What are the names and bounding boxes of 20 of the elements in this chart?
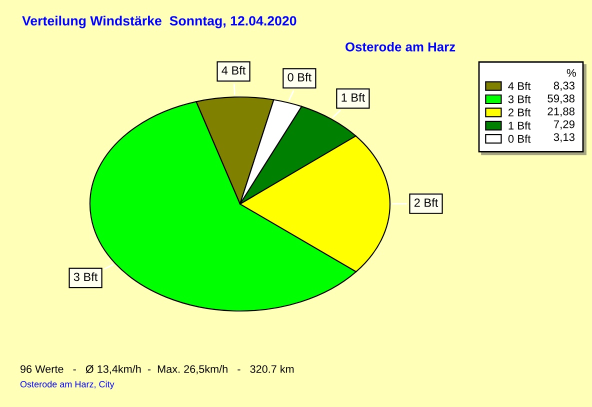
data-label: 8,33 xyxy=(554,82,575,91)
legend-title: % xyxy=(566,69,576,77)
legend-label: 2 Bft xyxy=(508,108,531,116)
legend-label: 1 Bft xyxy=(508,121,531,130)
chart-title: Verteilung Windstärke Sonntag, 12.04.2020 xyxy=(22,16,296,28)
slice-label: 4 Bft xyxy=(222,66,246,75)
data-label: 7,29 xyxy=(554,120,574,130)
legend-label: 4 Bft xyxy=(508,82,531,90)
text: 96 Werte - Ø 13,4km/h - Max. 26,5km/h - 320.7 km xyxy=(20,364,294,374)
data-label: 59,38 xyxy=(548,94,575,104)
slice-label: 3 Bft xyxy=(74,272,98,282)
legend-label: 3 Bft xyxy=(508,95,531,104)
text: Osterode am Harz, City xyxy=(20,380,114,390)
data-label: 3,13 xyxy=(554,133,575,142)
slice-label: 0 Bft xyxy=(288,72,312,82)
chart-subtitle: Osterode am Harz xyxy=(346,42,456,52)
slice-label: 2 Bft xyxy=(414,198,438,207)
slice-label: 1 Bft xyxy=(342,93,365,102)
data-label: 21,88 xyxy=(548,107,575,117)
legend-label: 0 Bft xyxy=(508,134,531,143)
